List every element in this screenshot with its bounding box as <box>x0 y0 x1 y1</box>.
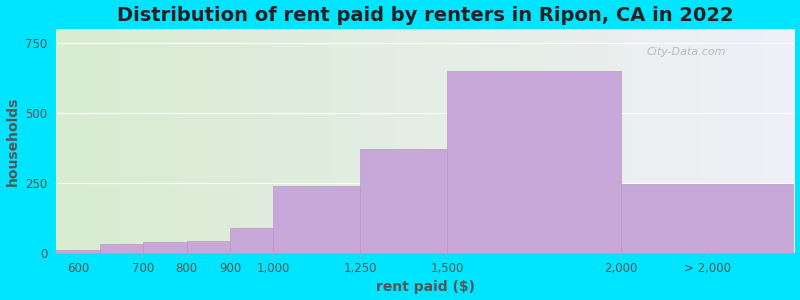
Bar <box>447 71 621 253</box>
Text: City-Data.com: City-Data.com <box>647 47 726 57</box>
Bar <box>186 241 230 253</box>
Bar <box>274 186 360 253</box>
X-axis label: rent paid ($): rent paid ($) <box>376 280 475 294</box>
Bar <box>143 242 186 253</box>
Bar <box>100 244 143 253</box>
Bar <box>56 250 100 253</box>
Bar <box>230 228 274 253</box>
Y-axis label: households: households <box>6 96 19 186</box>
Bar <box>621 184 794 253</box>
Bar <box>360 149 447 253</box>
Title: Distribution of rent paid by renters in Ripon, CA in 2022: Distribution of rent paid by renters in … <box>117 6 734 25</box>
